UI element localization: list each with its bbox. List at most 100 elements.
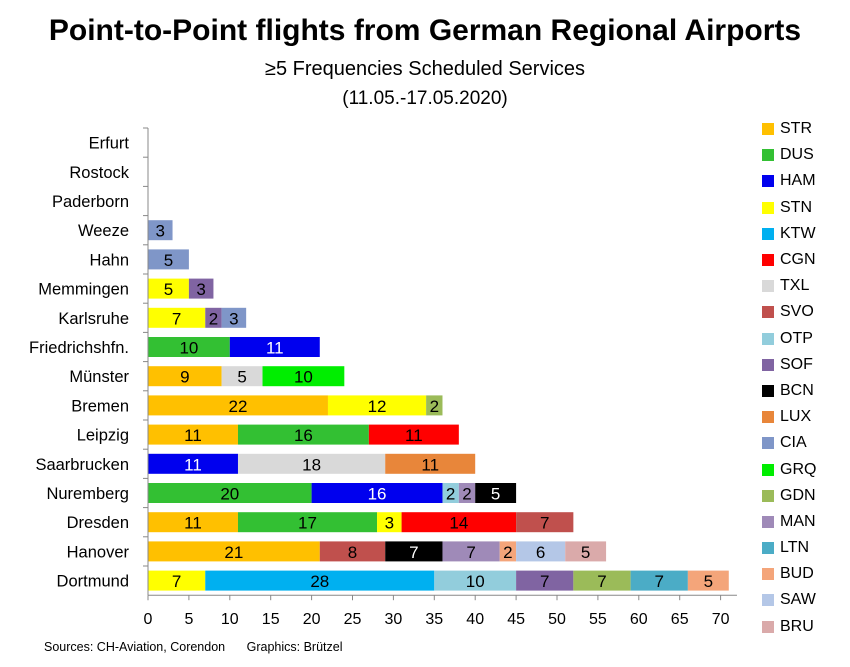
data-label: 2 (209, 309, 218, 328)
bar-segment-cia (148, 249, 189, 270)
data-label: 16 (294, 426, 313, 445)
data-label: 18 (302, 455, 321, 474)
legend-label: CIA (780, 434, 807, 452)
category-label: Rostock (69, 164, 129, 182)
data-label: 6 (536, 543, 545, 562)
bar-segment-dus (237, 512, 378, 533)
legend-swatch (762, 358, 774, 371)
data-label: 5 (581, 543, 590, 562)
legend-label: STR (780, 120, 812, 138)
data-label: 7 (655, 572, 664, 591)
legend-item-dus: DUS (762, 142, 816, 168)
legend-swatch (762, 123, 774, 136)
legend-swatch (762, 384, 774, 397)
legend-label: KTW (780, 224, 816, 242)
legend-swatch (762, 620, 774, 633)
legend-item-ktw: KTW (762, 221, 816, 247)
legend-item-stn: STN (762, 195, 816, 221)
legend-swatch (762, 201, 774, 214)
category-label: Dortmund (57, 573, 129, 591)
legend-label: GDN (780, 486, 816, 504)
legend-swatch (762, 280, 774, 293)
x-tick-label: 0 (144, 611, 153, 628)
bar-segment-cgn (401, 512, 517, 533)
data-label: 28 (310, 572, 329, 591)
data-label: 5 (704, 572, 713, 591)
data-label: 5 (164, 280, 173, 299)
legend-swatch (762, 437, 774, 450)
data-label: 5 (237, 368, 246, 387)
x-tick-label: 40 (466, 611, 484, 628)
bar-segment-txl (237, 453, 386, 474)
data-label: 7 (172, 309, 181, 328)
legend-swatch (762, 254, 774, 267)
data-label: 20 (220, 485, 239, 504)
x-tick-label: 30 (385, 611, 403, 628)
x-tick-label: 50 (548, 611, 566, 628)
legend-label: SVO (780, 303, 814, 321)
data-label: 7 (597, 572, 606, 591)
category-label: Nuremberg (46, 485, 129, 503)
legend-item-txl: TXL (762, 273, 816, 299)
bar-segment-str (148, 512, 238, 533)
data-label: 11 (184, 455, 202, 474)
bar-segment-ktw (205, 570, 435, 591)
legend-item-otp: OTP (762, 326, 816, 352)
legend-swatch (762, 332, 774, 345)
bar-segment-gdn (573, 570, 631, 591)
data-label: 9 (180, 368, 189, 387)
data-label: 3 (196, 280, 205, 299)
bar-segment-svo (516, 512, 574, 533)
legend-swatch (762, 489, 774, 502)
legend-item-cia: CIA (762, 430, 816, 456)
legend-label: STN (780, 198, 812, 216)
bar-segment-str (148, 395, 328, 416)
legend-item-lux: LUX (762, 404, 816, 430)
legend-item-sof: SOF (762, 352, 816, 378)
data-label: 10 (294, 368, 313, 387)
category-label: Dresden (67, 514, 129, 532)
data-label: 2 (446, 485, 455, 504)
x-tick-label: 35 (425, 611, 443, 628)
legend-swatch (762, 306, 774, 319)
bar-segment-bcn (385, 541, 443, 562)
bar-segment-svo (319, 541, 386, 562)
bar-segment-str (148, 366, 222, 387)
data-label: 3 (156, 222, 165, 241)
legend-label: LUX (780, 408, 812, 426)
bar-segment-str (148, 541, 320, 562)
bar-segment-bcn (475, 483, 517, 503)
bar-segment-dus (148, 483, 312, 503)
bar-segment-bud (687, 570, 729, 591)
data-label: 7 (540, 572, 549, 591)
x-tick-label: 70 (712, 611, 730, 628)
x-tick-label: 15 (262, 611, 280, 628)
legend-label: DUS (780, 146, 814, 164)
legend-label: CGN (780, 251, 816, 269)
legend-swatch (762, 227, 774, 240)
bar-segment-ltn (630, 570, 688, 591)
bar-segment-cia (221, 307, 247, 328)
data-label: 3 (385, 514, 394, 533)
bar-segment-bud (499, 541, 517, 562)
data-label: 14 (449, 514, 468, 533)
data-label: 10 (179, 339, 198, 358)
bar-segment-sof (205, 307, 222, 328)
legend-item-ltn: LTN (762, 535, 816, 561)
bar-segment-grq (262, 366, 345, 387)
bar-segment-otp (434, 570, 517, 591)
legend-swatch (762, 463, 774, 476)
legend-item-grq: GRQ (762, 456, 816, 482)
category-label: Karlsruhe (58, 310, 129, 328)
data-label: 11 (184, 514, 202, 533)
legend-swatch (762, 542, 774, 555)
bar-segment-sof (188, 278, 214, 299)
chart-legend: STR DUS HAM STN KTW CGN TXL SVO OTP SOF BCN LUX CIA G… (762, 116, 816, 640)
bar-segment-saw (516, 541, 566, 562)
data-label: 22 (229, 397, 248, 416)
legend-item-man: MAN (762, 509, 816, 535)
bar-segment-sof (516, 570, 574, 591)
data-label: 8 (348, 543, 357, 562)
data-label: 5 (491, 485, 500, 504)
legend-label: HAM (780, 172, 816, 190)
